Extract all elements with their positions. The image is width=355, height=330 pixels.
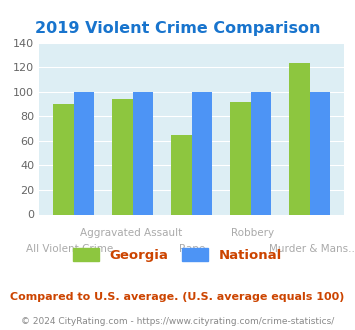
Bar bbox=[251, 92, 272, 214]
Bar bbox=[112, 99, 133, 214]
Text: Robbery: Robbery bbox=[231, 228, 274, 238]
Text: Rape: Rape bbox=[179, 244, 205, 254]
Bar bbox=[133, 92, 153, 214]
Text: Murder & Mans...: Murder & Mans... bbox=[269, 244, 355, 254]
Legend: Georgia, National: Georgia, National bbox=[67, 243, 288, 267]
Text: All Violent Crime: All Violent Crime bbox=[26, 244, 113, 254]
Bar bbox=[289, 62, 310, 214]
Text: 2019 Violent Crime Comparison: 2019 Violent Crime Comparison bbox=[35, 21, 320, 36]
Bar bbox=[171, 135, 192, 214]
Bar bbox=[53, 104, 73, 214]
Text: © 2024 CityRating.com - https://www.cityrating.com/crime-statistics/: © 2024 CityRating.com - https://www.city… bbox=[21, 317, 334, 326]
Text: Compared to U.S. average. (U.S. average equals 100): Compared to U.S. average. (U.S. average … bbox=[10, 292, 345, 302]
Text: Aggravated Assault: Aggravated Assault bbox=[80, 228, 182, 238]
Bar bbox=[230, 102, 251, 214]
Bar bbox=[192, 92, 212, 214]
Bar bbox=[310, 92, 331, 214]
Bar bbox=[73, 92, 94, 214]
